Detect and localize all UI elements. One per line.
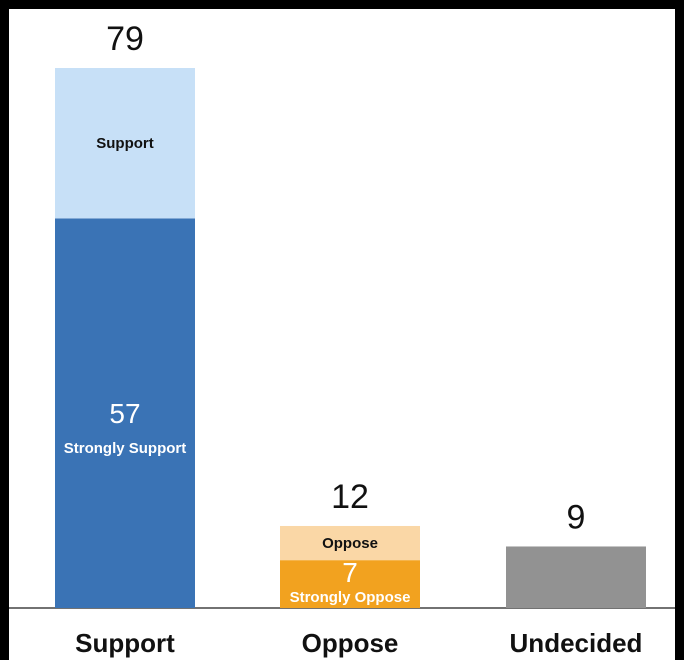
segment-name-label: Strongly Oppose [290,589,411,606]
segment-name-label: Support [96,135,154,152]
category-label-undecided: Undecided [510,628,643,658]
category-label-support: Support [75,628,175,658]
bar-segment-support [55,68,195,219]
bar-segment-undecided [506,546,646,608]
bar-total-label: 12 [331,478,369,516]
segment-name-label: Oppose [322,535,378,552]
bar-segment-oppose [280,525,420,561]
bar-total-label: 79 [106,20,144,58]
segment-value-label: 7 [342,557,358,588]
bar-segment-strongly-oppose [280,560,420,608]
category-label-oppose: Oppose [302,628,399,658]
segment-value-label: 57 [109,398,140,429]
segment-name-label: Strongly Support [64,440,187,457]
bar-total-label: 9 [567,498,586,536]
bar-segment-strongly-support [55,218,195,608]
